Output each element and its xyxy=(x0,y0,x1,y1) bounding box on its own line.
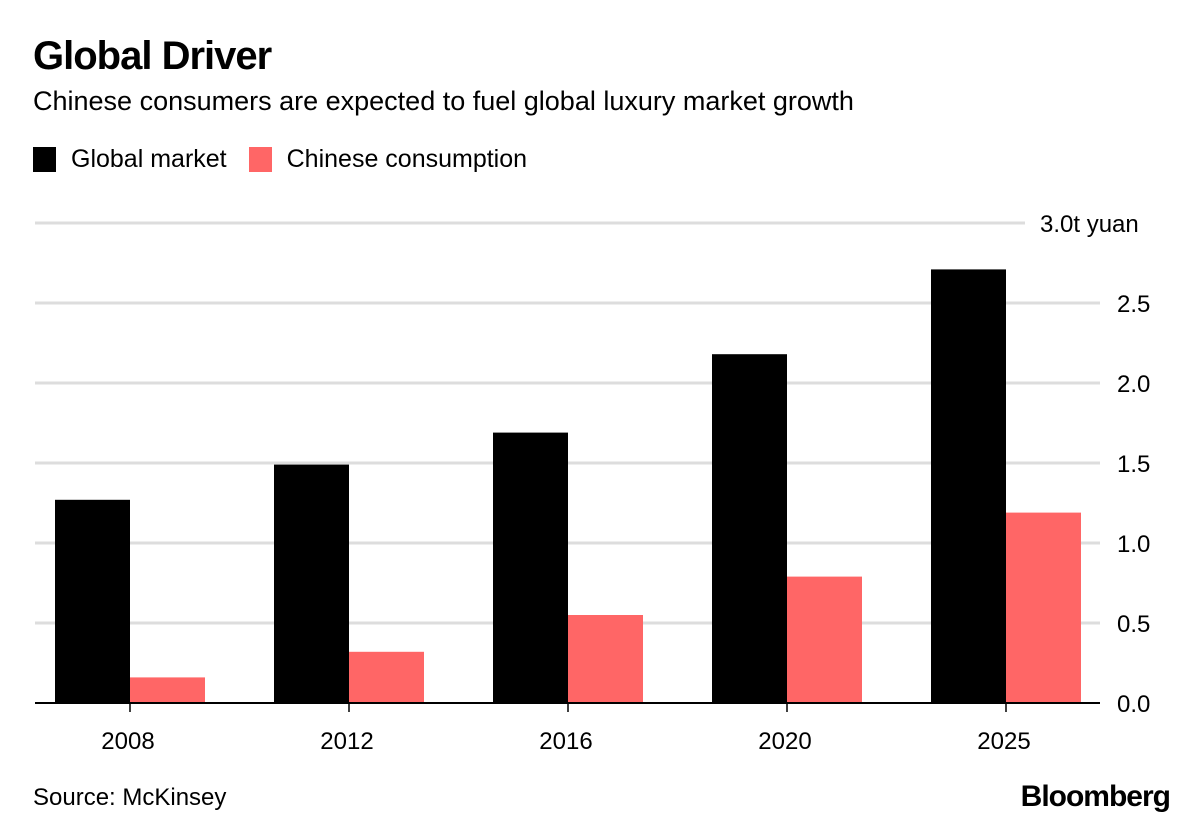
legend-item-chinese-consumption: Chinese consumption xyxy=(248,145,528,174)
x-axis xyxy=(35,702,1100,712)
y-tick-label: 0.5 xyxy=(1117,611,1150,638)
y-tick-label: 0.0 xyxy=(1117,691,1150,718)
bar-global-market xyxy=(931,269,1006,703)
chart-title: Global Driver xyxy=(33,34,272,78)
bar-global-market xyxy=(712,354,787,703)
legend: Global market Chinese consumption xyxy=(33,145,549,174)
bars xyxy=(55,269,1081,703)
gridlines xyxy=(35,221,1100,625)
bar-chinese-consumption xyxy=(349,651,424,703)
legend-swatch-global-market xyxy=(33,147,56,172)
y-tick-label: 2.5 xyxy=(1117,291,1150,318)
bar-global-market xyxy=(274,464,349,703)
source-note: Source: McKinsey xyxy=(33,784,227,811)
x-tick-label: 2020 xyxy=(758,728,811,755)
legend-item-global-market: Global market xyxy=(33,145,227,174)
legend-label-chinese-consumption: Chinese consumption xyxy=(286,145,528,173)
x-axis-labels: 2008 2012 2016 2020 2025 xyxy=(101,728,1030,755)
y-tick-label: 1.0 xyxy=(1117,531,1150,558)
y-tick-label: 3.0t yuan xyxy=(1040,211,1139,238)
legend-swatch-chinese-consumption xyxy=(248,147,272,172)
x-tick-label: 2012 xyxy=(320,728,373,755)
bar-chinese-consumption xyxy=(1006,512,1081,703)
bar-global-market xyxy=(493,432,568,703)
bloomberg-logo: Bloomberg xyxy=(1020,780,1171,813)
y-tick-label: 1.5 xyxy=(1117,451,1150,478)
y-axis-labels: 0.0 0.5 1.0 1.5 2.0 2.5 3.0t yuan xyxy=(1040,211,1150,718)
x-tick-label: 2008 xyxy=(101,728,154,755)
bar-global-market xyxy=(55,499,130,703)
bar-chinese-consumption xyxy=(130,677,205,703)
y-tick-label: 2.0 xyxy=(1117,371,1150,398)
x-tick-label: 2016 xyxy=(539,728,592,755)
bar-chinese-consumption xyxy=(568,615,643,703)
legend-label-global-market: Global market xyxy=(71,145,227,173)
x-tick-label: 2025 xyxy=(977,728,1030,755)
chart-subtitle: Chinese consumers are expected to fuel g… xyxy=(33,86,854,116)
bar-chinese-consumption xyxy=(787,576,862,703)
